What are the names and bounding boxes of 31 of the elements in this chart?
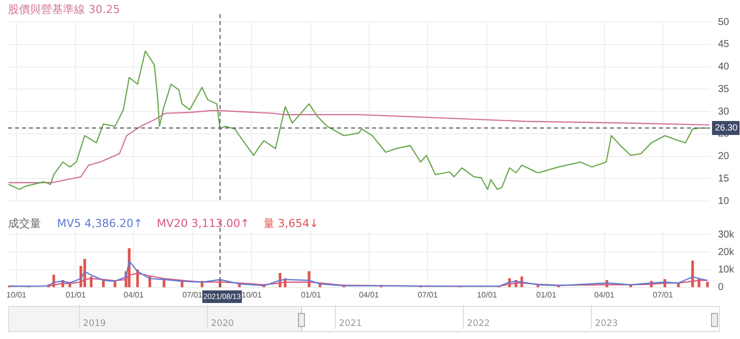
y-tick-label: 0	[718, 282, 724, 294]
x-tick-label: 04/01	[358, 290, 380, 300]
text: 量 3,654↓	[263, 216, 319, 230]
text: 股價與營基準線 30.25	[8, 2, 120, 16]
x-tick-label: 04/01	[594, 290, 615, 300]
y-tick-label: 45	[718, 39, 730, 50]
y-tick-label: 40	[718, 62, 730, 72]
x-tick-label: 01/01	[536, 290, 557, 300]
y-tick-label: 10k	[718, 264, 736, 276]
x-tick-label: 07/01	[418, 290, 438, 300]
y-tick-label: 10	[718, 196, 730, 207]
y-tick-label: 20	[718, 151, 730, 162]
x-tick-label: 10/01	[6, 290, 27, 300]
y-tick-label: 50	[718, 16, 730, 28]
y-tick-label: 20k	[718, 246, 736, 258]
x-tick-label: 01/01	[66, 290, 86, 300]
range-slider: 2019 2020 2021 2022 2023	[8, 306, 720, 332]
x-tick-label: 10/01	[476, 290, 498, 300]
y-tick-label: 30k	[718, 229, 736, 240]
x-tick-label: 01/01	[300, 290, 322, 300]
chart-title: 成交量	[8, 216, 41, 230]
text: MV20 3,113.00↑	[156, 216, 250, 230]
x-tick-label: 10/01	[242, 290, 262, 300]
x-tick-label: 07/01	[652, 290, 674, 300]
x-tick-label: 07/01	[182, 290, 203, 300]
text: MV5 4,386.20↑	[57, 216, 143, 230]
y-tick-label: 35	[718, 84, 730, 95]
y-tick-label: 15	[718, 173, 730, 184]
x-tick-label: 04/01	[124, 290, 144, 300]
y-tick-label: 30	[718, 106, 730, 118]
ref-line-label: 26.30	[715, 122, 738, 133]
